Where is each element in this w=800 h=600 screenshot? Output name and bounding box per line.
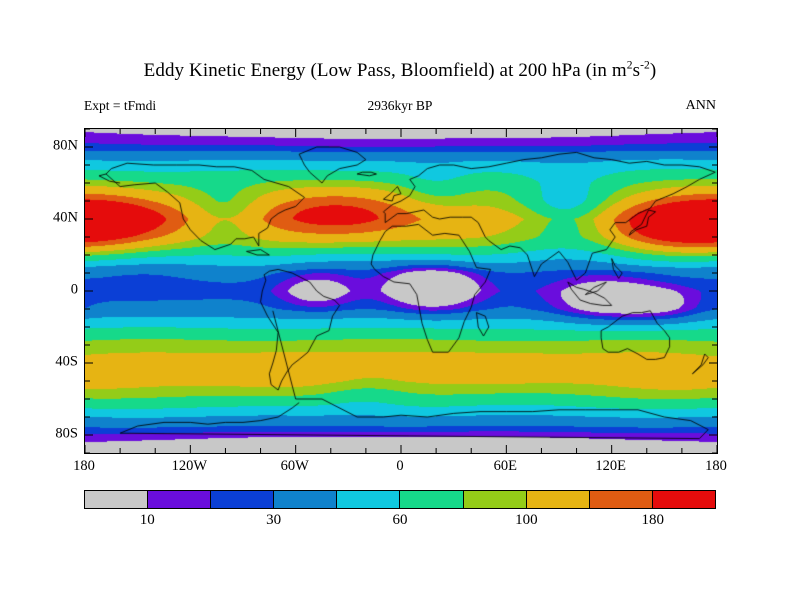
colorbar-segment-blue	[211, 491, 275, 508]
title-mid: s	[632, 60, 641, 81]
colorbar-tick-180: 180	[641, 512, 665, 528]
longitude-label-180: 180	[73, 458, 95, 474]
subtitle-row: 2936kyr BP Expt = tFmdi ANN	[84, 98, 716, 116]
colorbar-tick-60: 60	[392, 512, 408, 528]
season-label: ANN	[685, 98, 716, 113]
colorbar-segment-orange	[589, 491, 653, 508]
title-superscript-2: -2	[640, 59, 650, 72]
latitude-label-80S: 80S	[55, 425, 78, 442]
longitude-label-120E: 120E	[595, 458, 626, 474]
colorbar-tick-30: 30	[266, 512, 282, 528]
longitude-label-120W: 120W	[171, 458, 208, 474]
title-superscript-1: 2	[626, 59, 633, 72]
latitude-label-80N: 80N	[53, 137, 78, 154]
colorbar-segment-cyan	[337, 491, 401, 508]
colorbar-tick-100: 100	[515, 512, 538, 528]
colorbar-segment-spring-green	[400, 491, 464, 508]
colorbar-segment-violet	[148, 491, 212, 508]
colorbar-segment-red	[652, 491, 715, 508]
longitude-label-60W: 60W	[280, 458, 309, 474]
latitude-label-0: 0	[70, 281, 78, 298]
period-label: 2936kyr BP	[367, 98, 433, 113]
eddy-kinetic-energy-contour-field	[85, 129, 717, 453]
longitude-label-0: 0	[396, 458, 404, 474]
colorbar-segment-grey	[85, 491, 149, 508]
latitude-label-40S: 40S	[55, 353, 78, 370]
colorbar	[84, 490, 716, 509]
latitude-label-40N: 40N	[53, 209, 78, 226]
colorbar-segment-gold	[526, 491, 590, 508]
title-end: )	[649, 60, 657, 81]
title-main: Eddy Kinetic Energy (Low Pass, Bloomfiel…	[143, 60, 627, 81]
page-title: Eddy Kinetic Energy (Low Pass, Bloomfiel…	[0, 60, 800, 82]
map-plot-area	[84, 128, 718, 454]
colorbar-segment-yellow-green	[463, 491, 527, 508]
experiment-label: Expt = tFmdi	[84, 98, 157, 113]
colorbar-segment-medium-blue	[274, 491, 338, 508]
longitude-label-180: 180	[705, 458, 727, 474]
colorbar-tick-10: 10	[139, 512, 155, 528]
longitude-label-60E: 60E	[493, 458, 518, 474]
